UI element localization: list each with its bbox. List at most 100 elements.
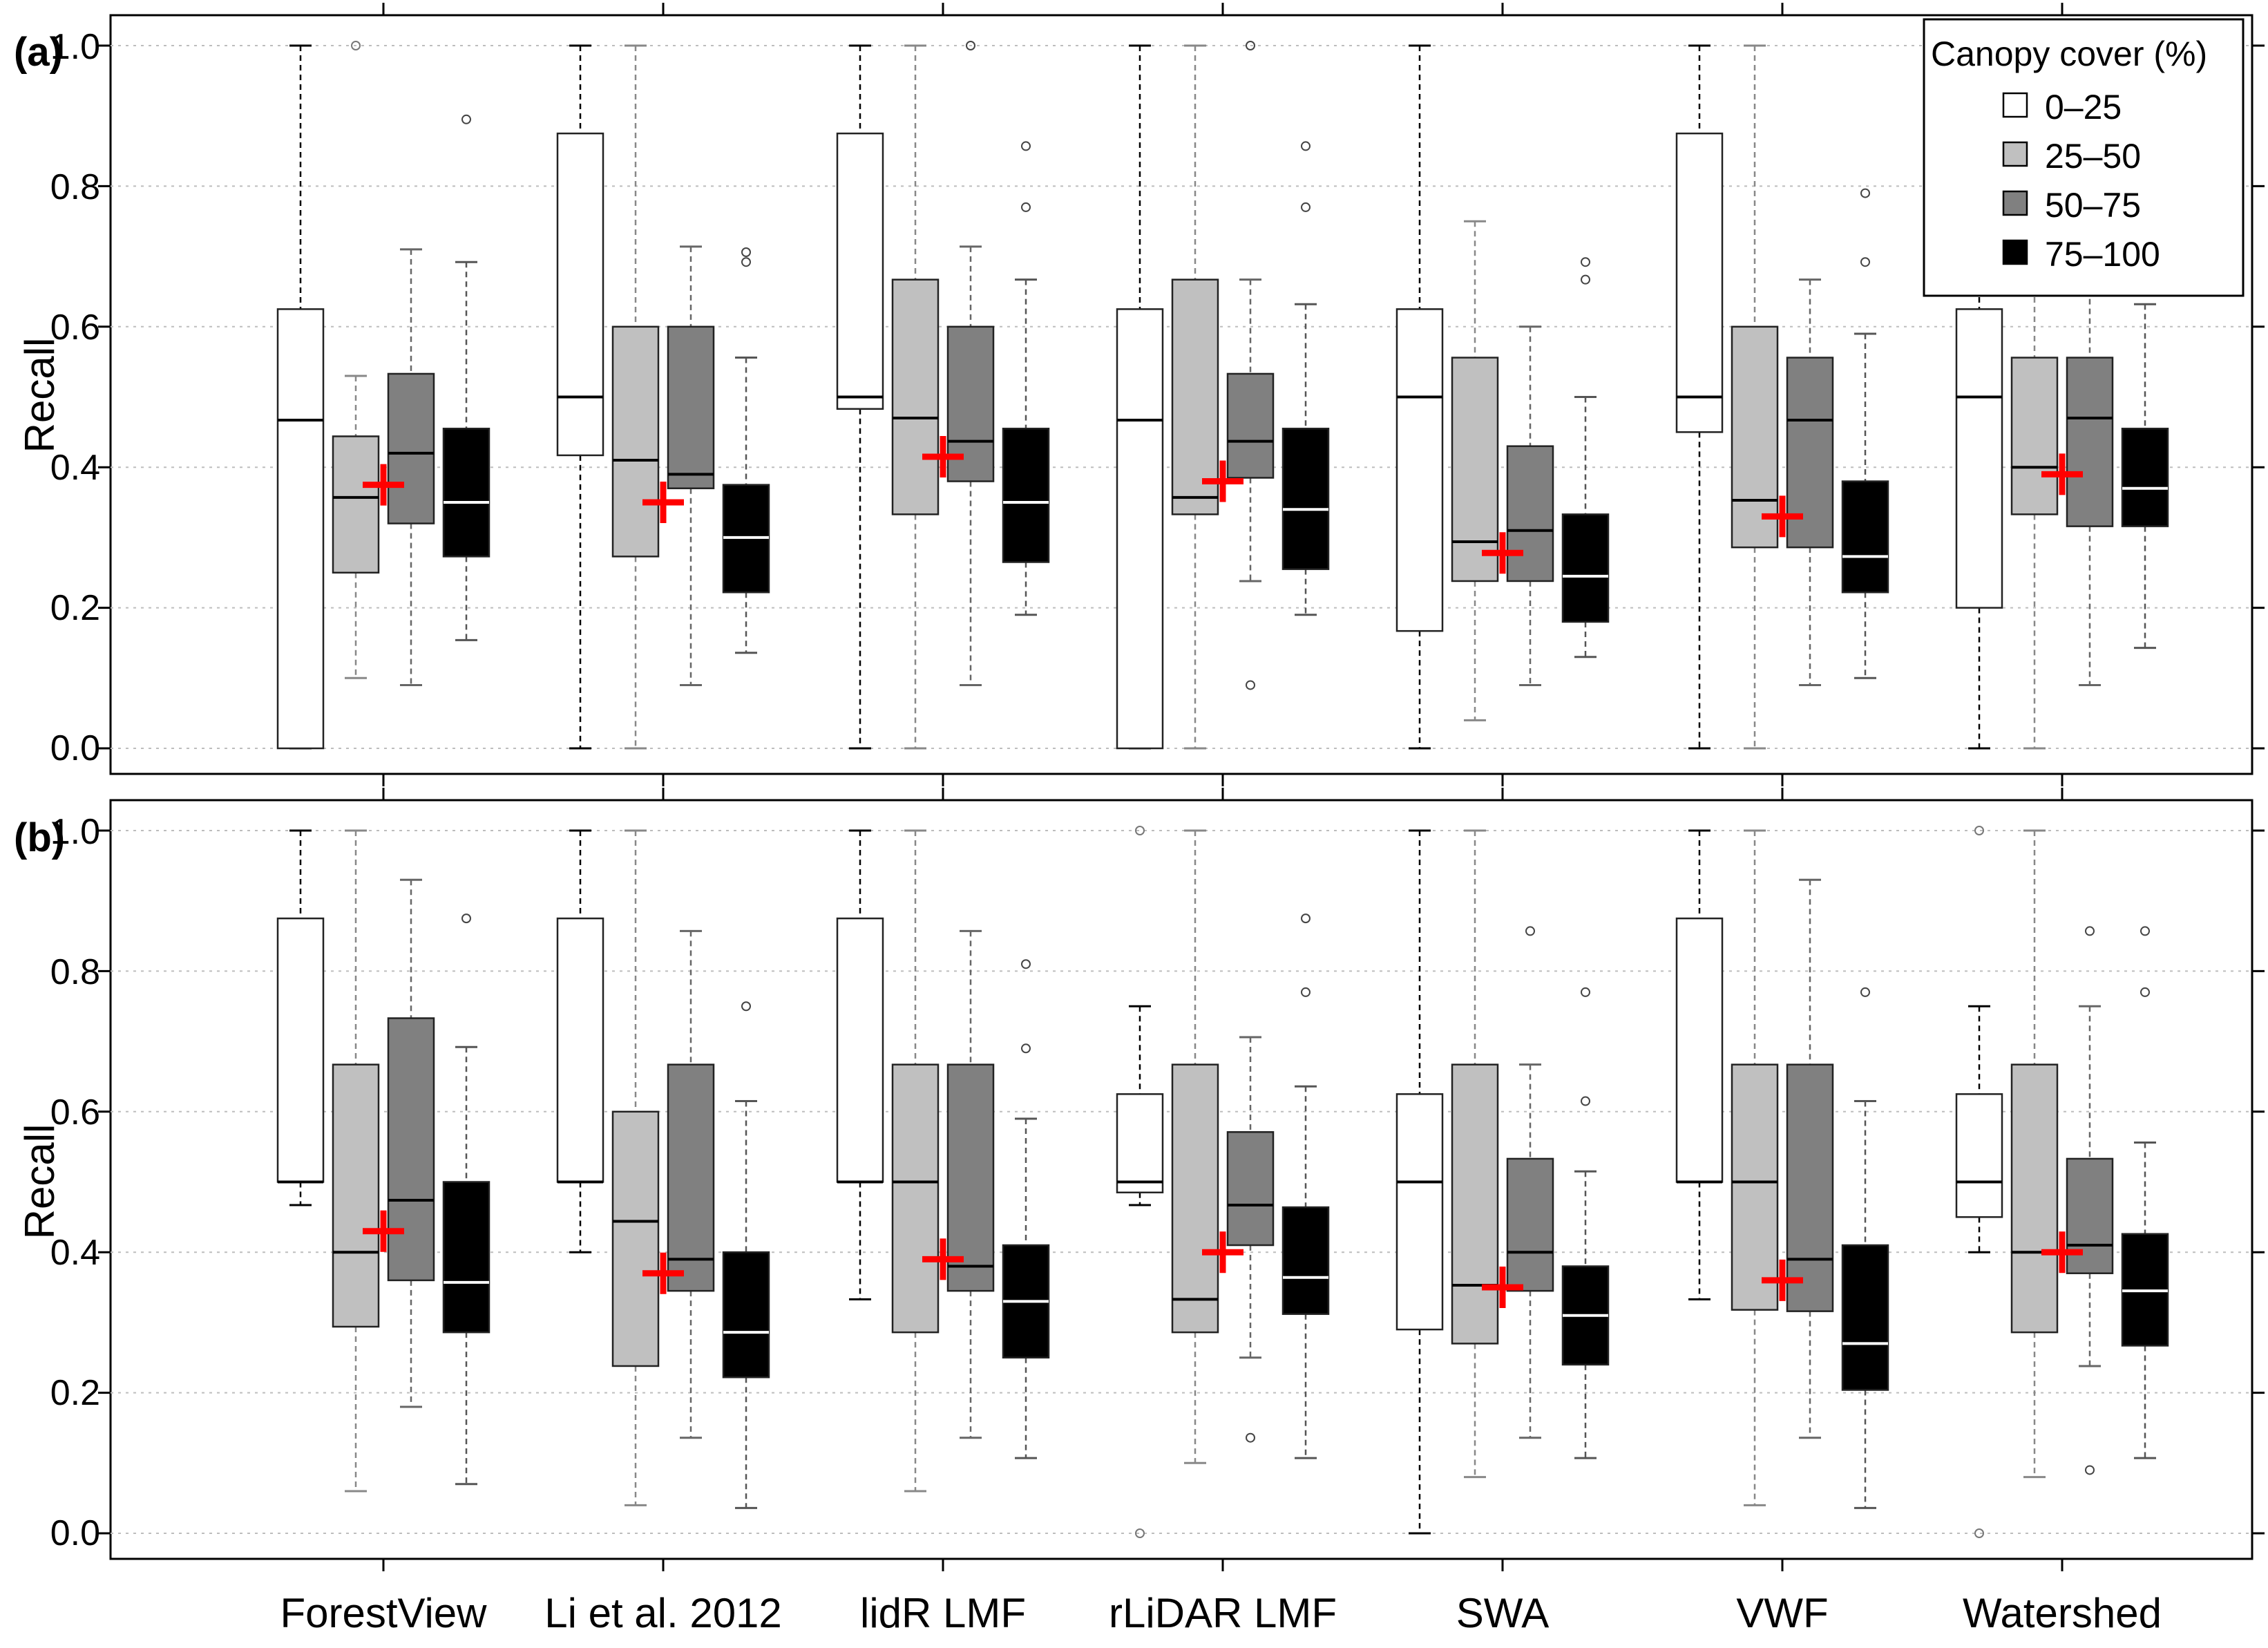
- box-75–100: [1281, 913, 1330, 1459]
- outlier-point: [1860, 257, 1870, 267]
- box-0–25: [1675, 44, 1724, 750]
- outlier-point: [741, 257, 751, 267]
- iqr-box: [1506, 1157, 1554, 1292]
- iqr-box: [276, 917, 325, 1183]
- iqr-box: [1116, 1093, 1164, 1194]
- legend-label: 25–50: [2045, 137, 2141, 176]
- outlier-point: [1135, 826, 1145, 835]
- outlier-point: [1246, 41, 1255, 50]
- y-axis-label: Recall: [17, 1124, 63, 1240]
- box-0–25: [1955, 826, 2003, 1538]
- x-tick-label: SWA: [1456, 1590, 1549, 1636]
- iqr-box: [1506, 445, 1554, 583]
- iqr-box: [2121, 428, 2169, 527]
- box-75–100: [1281, 141, 1330, 616]
- box-25–50: [1731, 44, 1779, 750]
- iqr-box: [1281, 1206, 1330, 1315]
- iqr-box: [1841, 1244, 1889, 1391]
- box-25–50: [332, 41, 380, 679]
- box-75–100: [2121, 303, 2169, 650]
- outlier-point: [1021, 959, 1031, 969]
- y-tick-label: 1.0: [50, 812, 100, 852]
- box-0–25: [1116, 826, 1164, 1538]
- outlier-point: [1860, 188, 1870, 198]
- box-50–75: [1226, 1036, 1275, 1443]
- iqr-box: [611, 325, 660, 558]
- iqr-box: [1002, 428, 1050, 563]
- iqr-box: [442, 428, 490, 558]
- iqr-box: [1451, 357, 1499, 583]
- iqr-box: [2010, 1063, 2059, 1334]
- iqr-box: [556, 132, 604, 457]
- panel-a-label: (a): [14, 30, 63, 75]
- outlier-point: [2140, 987, 2150, 997]
- box-0–25: [1955, 44, 2003, 750]
- box-25–50: [1171, 829, 1219, 1464]
- panel-b-gridlines: [98, 788, 2265, 1571]
- iqr-box: [1786, 1063, 1834, 1312]
- iqr-box: [836, 917, 884, 1183]
- panel-a: 1.0 0.8 0.6 0.4 0.2 0.0 (a) Recall Canop…: [14, 3, 2265, 786]
- iqr-box: [891, 1063, 940, 1334]
- outlier-point: [1525, 926, 1535, 936]
- box-0–25: [276, 829, 325, 1206]
- box-0–25: [836, 44, 884, 750]
- y-tick-label: 0.0: [50, 1513, 100, 1553]
- y-tick-label: 0.2: [50, 588, 100, 628]
- panel-a-gridlines: [98, 3, 2265, 786]
- outlier-point: [2085, 1465, 2095, 1475]
- box-0–25: [556, 44, 604, 750]
- box-50–75: [2066, 278, 2114, 686]
- box-75–100: [722, 1001, 770, 1509]
- iqr-box: [442, 1181, 490, 1334]
- iqr-box: [722, 1251, 770, 1379]
- y-tick-label: 0.4: [50, 1233, 100, 1273]
- box-75–100: [442, 913, 490, 1486]
- outlier-point: [1581, 987, 1590, 997]
- iqr-box: [1395, 1093, 1444, 1331]
- box-25–50: [332, 829, 380, 1493]
- outlier-point: [1021, 141, 1031, 151]
- y-tick-label: 1.0: [50, 27, 100, 67]
- iqr-box: [276, 308, 325, 750]
- outlier-point: [2085, 926, 2095, 936]
- outlier-point: [1021, 202, 1031, 212]
- iqr-box: [2010, 357, 2059, 515]
- box-50–75: [667, 245, 715, 686]
- outlier-point: [1581, 1096, 1590, 1106]
- panel-b-y-axis: 1.0 0.8 0.6 0.4 0.2 0.0: [50, 812, 100, 1553]
- iqr-box: [1561, 513, 1610, 623]
- box-50–75: [387, 878, 435, 1408]
- outlier-point: [1246, 1432, 1255, 1443]
- legend-label: 0–25: [2045, 88, 2122, 126]
- y-tick-label: 0.6: [50, 307, 100, 348]
- outlier-point: [461, 114, 471, 124]
- iqr-box: [1171, 1063, 1219, 1334]
- iqr-box: [1171, 278, 1219, 515]
- iqr-box: [2066, 357, 2114, 527]
- panel-b-boxes: [276, 826, 2169, 1538]
- outlier-point: [1860, 987, 1870, 997]
- y-tick-label: 0.4: [50, 448, 100, 488]
- legend-swatch-25-50: [2002, 141, 2028, 167]
- iqr-box: [1675, 132, 1724, 433]
- outlier-point: [1301, 987, 1311, 997]
- box-75–100: [1561, 257, 1610, 659]
- legend: Canopy cover (%) 0–25 25–50 50–75 75–100: [1923, 18, 2245, 297]
- outlier-point: [1021, 1043, 1031, 1054]
- outlier-point: [1974, 1528, 1984, 1538]
- x-tick-label: Li et al. 2012: [544, 1590, 782, 1636]
- y-tick-label: 0.8: [50, 952, 100, 992]
- box-50–75: [1506, 926, 1554, 1439]
- x-axis-labels: ForestView Li et al. 2012 lidR LMF rLiDA…: [280, 1590, 2161, 1636]
- box-0–25: [1395, 44, 1444, 750]
- outlier-point: [461, 913, 471, 924]
- outlier-point: [741, 247, 751, 257]
- y-axis-label: Recall: [17, 338, 63, 453]
- outlier-point: [1135, 1528, 1145, 1538]
- panel-a-frame: [109, 14, 2253, 775]
- iqr-box: [891, 278, 940, 515]
- iqr-box: [611, 1110, 660, 1367]
- box-25–50: [2010, 829, 2059, 1479]
